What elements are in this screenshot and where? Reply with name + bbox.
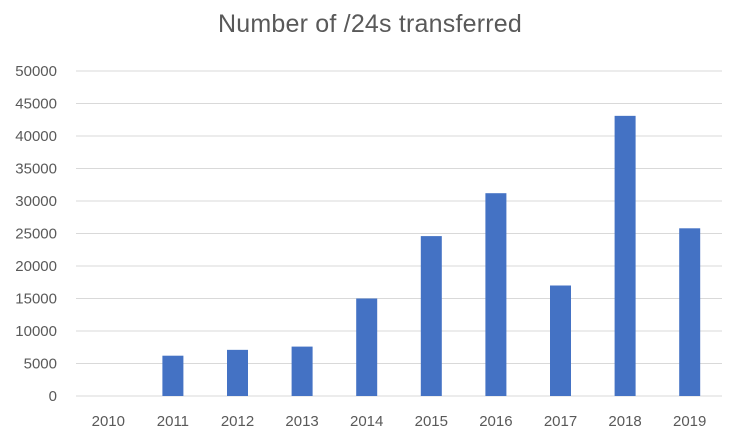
bar	[291, 346, 313, 396]
x-tick-label: 2012	[221, 413, 254, 430]
y-tick-label: 15000	[15, 291, 57, 308]
bar	[550, 285, 571, 396]
y-tick-label: 20000	[15, 258, 57, 275]
y-tick-label: 25000	[15, 226, 57, 243]
x-tick-label: 2019	[673, 413, 706, 430]
y-tick-label: 0	[49, 388, 57, 405]
bar	[485, 193, 507, 396]
y-tick-label: 30000	[15, 193, 57, 210]
bar	[162, 355, 184, 396]
y-tick-label: 40000	[15, 128, 57, 145]
x-tick-label: 2014	[350, 413, 383, 430]
bar	[679, 228, 701, 396]
bar	[227, 349, 248, 396]
bar	[420, 236, 442, 396]
x-tick-label: 2017	[544, 413, 577, 430]
y-tick-label: 5000	[24, 356, 57, 373]
bar	[614, 115, 636, 396]
bar	[356, 298, 378, 396]
y-tick-label: 50000	[15, 63, 57, 80]
x-tick-label: 2013	[285, 413, 318, 430]
x-tick-label: 2010	[92, 413, 125, 430]
x-tick-label: 2011	[157, 413, 189, 430]
x-tick-label: 2018	[608, 413, 641, 430]
y-tick-label: 10000	[15, 323, 57, 340]
x-tick-label: 2016	[479, 413, 512, 430]
y-tick-label: 35000	[15, 161, 57, 178]
x-tick-label: 2015	[415, 413, 448, 430]
chart-title: Number of /24s transferred	[218, 10, 522, 38]
y-tick-label: 45000	[15, 96, 57, 113]
